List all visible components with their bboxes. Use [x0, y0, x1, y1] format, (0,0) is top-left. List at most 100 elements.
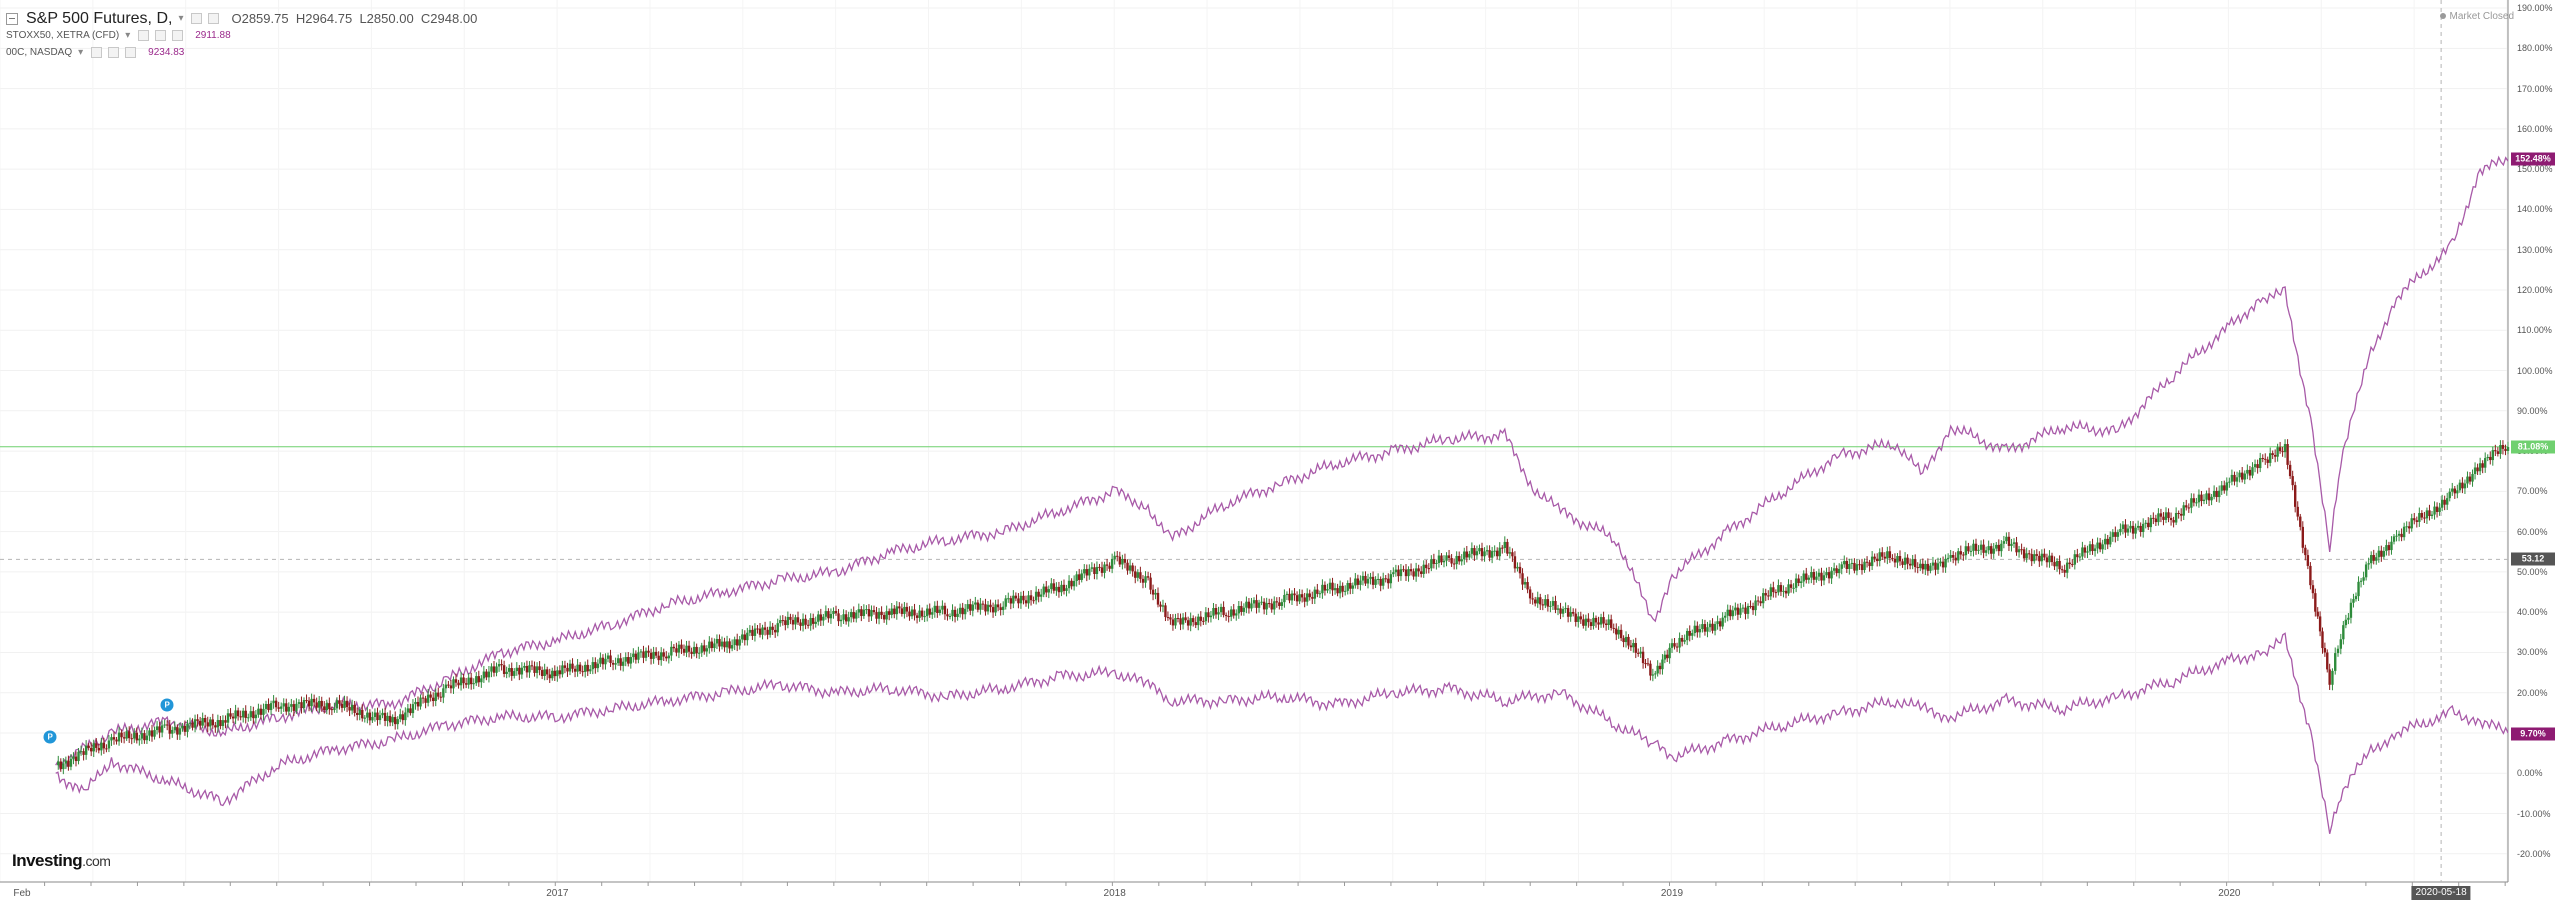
- candle-body: [315, 702, 318, 708]
- candle-body: [2025, 553, 2028, 559]
- candle-body: [2086, 551, 2089, 553]
- candle-body: [2000, 543, 2003, 552]
- candle-body: [540, 670, 544, 676]
- main-symbol-title[interactable]: S&P 500 Futures, D,: [26, 10, 173, 27]
- candle-body: [1850, 562, 1854, 564]
- visibility-toggle-icon[interactable]: [91, 47, 103, 58]
- candle-body: [2410, 518, 2413, 529]
- candle-body: [1741, 607, 1745, 609]
- candle-body: [578, 664, 582, 672]
- candle-body: [2010, 543, 2013, 546]
- candle-body: [2058, 560, 2061, 570]
- collapse-legend-icon[interactable]: [6, 12, 18, 25]
- candle-body: [875, 612, 878, 619]
- candle-body: [1893, 558, 1897, 563]
- candle-body: [1126, 562, 1129, 571]
- candle-body: [1680, 637, 1684, 642]
- visibility-toggle-icon[interactable]: [191, 13, 203, 24]
- candle-body: [766, 629, 769, 635]
- candle-body: [2362, 577, 2365, 581]
- candle-body: [2169, 517, 2173, 521]
- candle-body: [1032, 600, 1035, 602]
- candle-body: [1843, 561, 1846, 565]
- candle-body: [338, 700, 341, 704]
- remove-series-icon[interactable]: [172, 30, 184, 41]
- candle-body: [1323, 584, 1327, 591]
- y-tick-label: 140.00%: [2517, 204, 2553, 215]
- candle-body: [1746, 605, 1750, 614]
- candle-body: [1202, 620, 1205, 622]
- y-tick-label: 110.00%: [2517, 325, 2552, 336]
- candle-body: [1371, 576, 1375, 585]
- candle-body: [1483, 551, 1486, 557]
- y-tick-label: 90.00%: [2517, 405, 2548, 416]
- candle-body: [148, 730, 151, 736]
- candle-body: [1967, 546, 1970, 552]
- candle-body: [882, 615, 886, 620]
- settings-icon[interactable]: [108, 47, 120, 58]
- candle-body: [1384, 578, 1387, 580]
- candle-body: [2316, 611, 2319, 617]
- candle-body: [888, 611, 891, 615]
- candle-body: [1029, 595, 1033, 601]
- candle-body: [1475, 551, 1479, 556]
- candle-body: [2136, 525, 2140, 528]
- candle-body: [2007, 536, 2011, 546]
- candle-body: [1250, 603, 1253, 609]
- candle-body: [502, 665, 506, 674]
- settings-icon[interactable]: [208, 13, 220, 24]
- candle-body: [723, 641, 726, 648]
- candle-body: [1579, 616, 1582, 620]
- candle-body: [1156, 592, 1160, 605]
- candle-body: [2415, 520, 2418, 522]
- candle-body: [1830, 570, 1833, 579]
- candle-body: [350, 704, 354, 711]
- candle-body: [1245, 601, 1248, 608]
- candle-body: [1632, 643, 1635, 648]
- candle-body: [1105, 564, 1109, 566]
- candle-body: [2494, 450, 2497, 452]
- event-marker[interactable]: P: [160, 698, 174, 712]
- candle-body: [1007, 598, 1010, 600]
- compare1-name[interactable]: STOXX50, XETRA (CFD): [6, 30, 120, 41]
- candle-body: [462, 677, 465, 684]
- candle-body: [312, 698, 316, 703]
- candle-body: [1594, 617, 1598, 623]
- candle-body: [388, 715, 392, 723]
- candle-body: [1278, 602, 1281, 606]
- candle-body: [1437, 555, 1441, 563]
- candle-body: [328, 703, 331, 710]
- candle-body: [535, 666, 539, 673]
- event-marker[interactable]: P: [43, 730, 57, 744]
- candle-body: [923, 616, 926, 618]
- candle-body: [1452, 563, 1456, 565]
- candle-body: [1881, 552, 1884, 557]
- candle-body: [1934, 562, 1937, 570]
- candle-body: [703, 645, 706, 652]
- candle-body: [1460, 559, 1463, 562]
- chevron-down-icon[interactable]: ▾: [78, 47, 84, 58]
- candle-body: [1774, 592, 1778, 594]
- candle-body: [2269, 453, 2272, 463]
- candle-body: [229, 713, 232, 717]
- visibility-toggle-icon[interactable]: [138, 30, 150, 41]
- candle-body: [2218, 490, 2221, 498]
- candle-body: [1326, 589, 1329, 591]
- candle-body: [2083, 547, 2087, 553]
- chevron-down-icon[interactable]: ▾: [125, 30, 131, 41]
- chevron-down-icon[interactable]: ▾: [178, 13, 184, 24]
- settings-icon[interactable]: [155, 30, 167, 41]
- candle-body: [1397, 569, 1400, 577]
- candle-body: [1351, 585, 1354, 589]
- series-line-1: [55, 632, 2509, 834]
- candle-body: [1511, 552, 1514, 557]
- candle-body: [2438, 507, 2441, 512]
- candle-body: [2471, 473, 2474, 482]
- candle-body: [1450, 558, 1453, 564]
- candle-body: [1853, 562, 1856, 571]
- remove-series-icon[interactable]: [125, 47, 137, 58]
- compare2-name[interactable]: 00C, NASDAQ: [6, 47, 73, 58]
- candle-body: [761, 627, 764, 635]
